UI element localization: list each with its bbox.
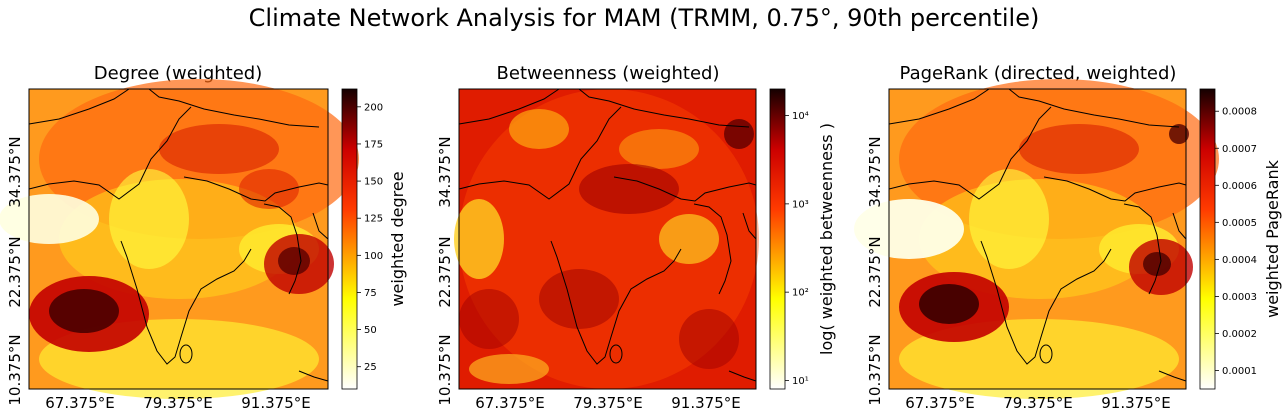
panel-betweenness-ytick-label: 10.375°N — [436, 334, 454, 405]
panel-betweenness-map — [454, 88, 759, 390]
panel-betweenness-title: Betweenness (weighted) — [497, 63, 720, 84]
panel-degree-ytick-label: 22.375°N — [6, 236, 24, 307]
panel-pagerank-map — [854, 79, 1219, 399]
panel-pagerank-ytick-label: 34.375°N — [866, 136, 884, 207]
panel-degree-xtick-label: 91.375°E — [241, 394, 310, 412]
colorbar-tick-label: 0.0007 — [1222, 144, 1257, 155]
figure-title: Climate Network Analysis for MAM (TRMM, … — [249, 4, 1040, 32]
colorbar-tick-label: 0.0008 — [1222, 107, 1257, 118]
colorbar-ticks: 25 50 75 100 125 150 175 200 — [357, 102, 383, 373]
colorbar-tick-label: 75 — [364, 288, 377, 299]
colorbar-tick-label: 10³ — [792, 199, 809, 210]
colorbar-tick-label: 100 — [364, 251, 383, 262]
panel-degree-map — [0, 79, 359, 399]
panel-pagerank-title: PageRank (directed, weighted) — [900, 63, 1177, 84]
colorbar-tick-label: 0.0006 — [1222, 181, 1257, 192]
colorbar-ticks: 0.0001 0.0002 0.0003 0.0004 0.0005 0.0006 0.00… — [1215, 107, 1257, 377]
panel-pagerank: PageRank (directed, weighted) — [854, 63, 1282, 412]
panel-betweenness-xtick-label: 91.375°E — [671, 394, 740, 412]
panel-betweenness-ytick-label: 34.375°N — [436, 136, 454, 207]
panel-degree: Degree (weighted) — [0, 63, 407, 412]
panel-betweenness-colorbar: 10¹ 10² 10³ 10⁴ log( weighted betweenness ) — [769, 88, 836, 390]
panel-degree-ytick-label: 34.375°N — [6, 136, 24, 207]
panel-pagerank-colorbar: 0.0001 0.0002 0.0003 0.0004 0.0005 0.0006 0.00… — [1199, 88, 1282, 390]
panel-degree-colorbar: 25 50 75 100 125 150 175 200 weighted degree — [341, 88, 407, 390]
colorbar-tick-label: 10⁴ — [792, 111, 809, 122]
colorbar-tick-label: 0.0004 — [1222, 255, 1257, 266]
colorbar-tick-label: 200 — [364, 102, 383, 113]
panel-pagerank-xtick-label: 67.375°E — [905, 394, 974, 412]
colorbar-tick-label: 25 — [364, 362, 377, 373]
panel-degree-yticks: 10.375°N 22.375°N 34.375°N — [6, 136, 24, 405]
colorbar-tick-label: 0.0002 — [1222, 329, 1257, 340]
colorbar-tick-label: 150 — [364, 177, 383, 188]
colorbar-tick-label: 50 — [364, 325, 377, 336]
panel-degree-title: Degree (weighted) — [94, 63, 262, 84]
panel-degree-xtick-label: 79.375°E — [143, 394, 212, 412]
colorbar-tick-label: 0.0003 — [1222, 292, 1257, 303]
colorbar-tick-label: 10¹ — [792, 376, 809, 387]
panel-pagerank-xtick-label: 91.375°E — [1101, 394, 1170, 412]
panel-pagerank-ytick-label: 10.375°N — [866, 334, 884, 405]
panel-betweenness: Betweenness (weighted) — [436, 63, 836, 412]
colorbar-ticks: 10¹ 10² 10³ 10⁴ — [785, 111, 809, 387]
colorbar-bar — [769, 88, 786, 390]
panel-betweenness-yticks: 10.375°N 22.375°N 34.375°N — [436, 136, 454, 405]
panel-pagerank-xticks: 67.375°E 79.375°E 91.375°E — [905, 394, 1170, 412]
panel-betweenness-xtick-label: 79.375°E — [573, 394, 642, 412]
colorbar-bar — [341, 88, 358, 390]
panel-degree-colorbar-label: weighted degree — [388, 171, 407, 306]
colorbar-tick-label: 0.0005 — [1222, 218, 1257, 229]
colorbar-tick-label: 125 — [364, 214, 383, 225]
colorbar-tick-label: 0.0001 — [1222, 366, 1257, 377]
panel-pagerank-ytick-label: 22.375°N — [866, 236, 884, 307]
panel-betweenness-ytick-label: 22.375°N — [436, 236, 454, 307]
panel-betweenness-xticks: 67.375°E 79.375°E 91.375°E — [475, 394, 740, 412]
panel-betweenness-colorbar-label: log( weighted betweenness ) — [817, 123, 836, 355]
panel-degree-xtick-label: 67.375°E — [45, 394, 114, 412]
colorbar-tick-label: 175 — [364, 139, 383, 150]
panel-pagerank-colorbar-label: weighted PageRank — [1263, 159, 1282, 317]
panel-pagerank-xtick-label: 79.375°E — [1003, 394, 1072, 412]
colorbar-bar — [1199, 88, 1216, 390]
panel-betweenness-xtick-label: 67.375°E — [475, 394, 544, 412]
colorbar-tick-label: 10² — [792, 288, 809, 299]
panel-degree-ytick-label: 10.375°N — [6, 334, 24, 405]
panel-pagerank-yticks: 10.375°N 22.375°N 34.375°N — [866, 136, 884, 405]
panel-degree-xticks: 67.375°E 79.375°E 91.375°E — [45, 394, 310, 412]
